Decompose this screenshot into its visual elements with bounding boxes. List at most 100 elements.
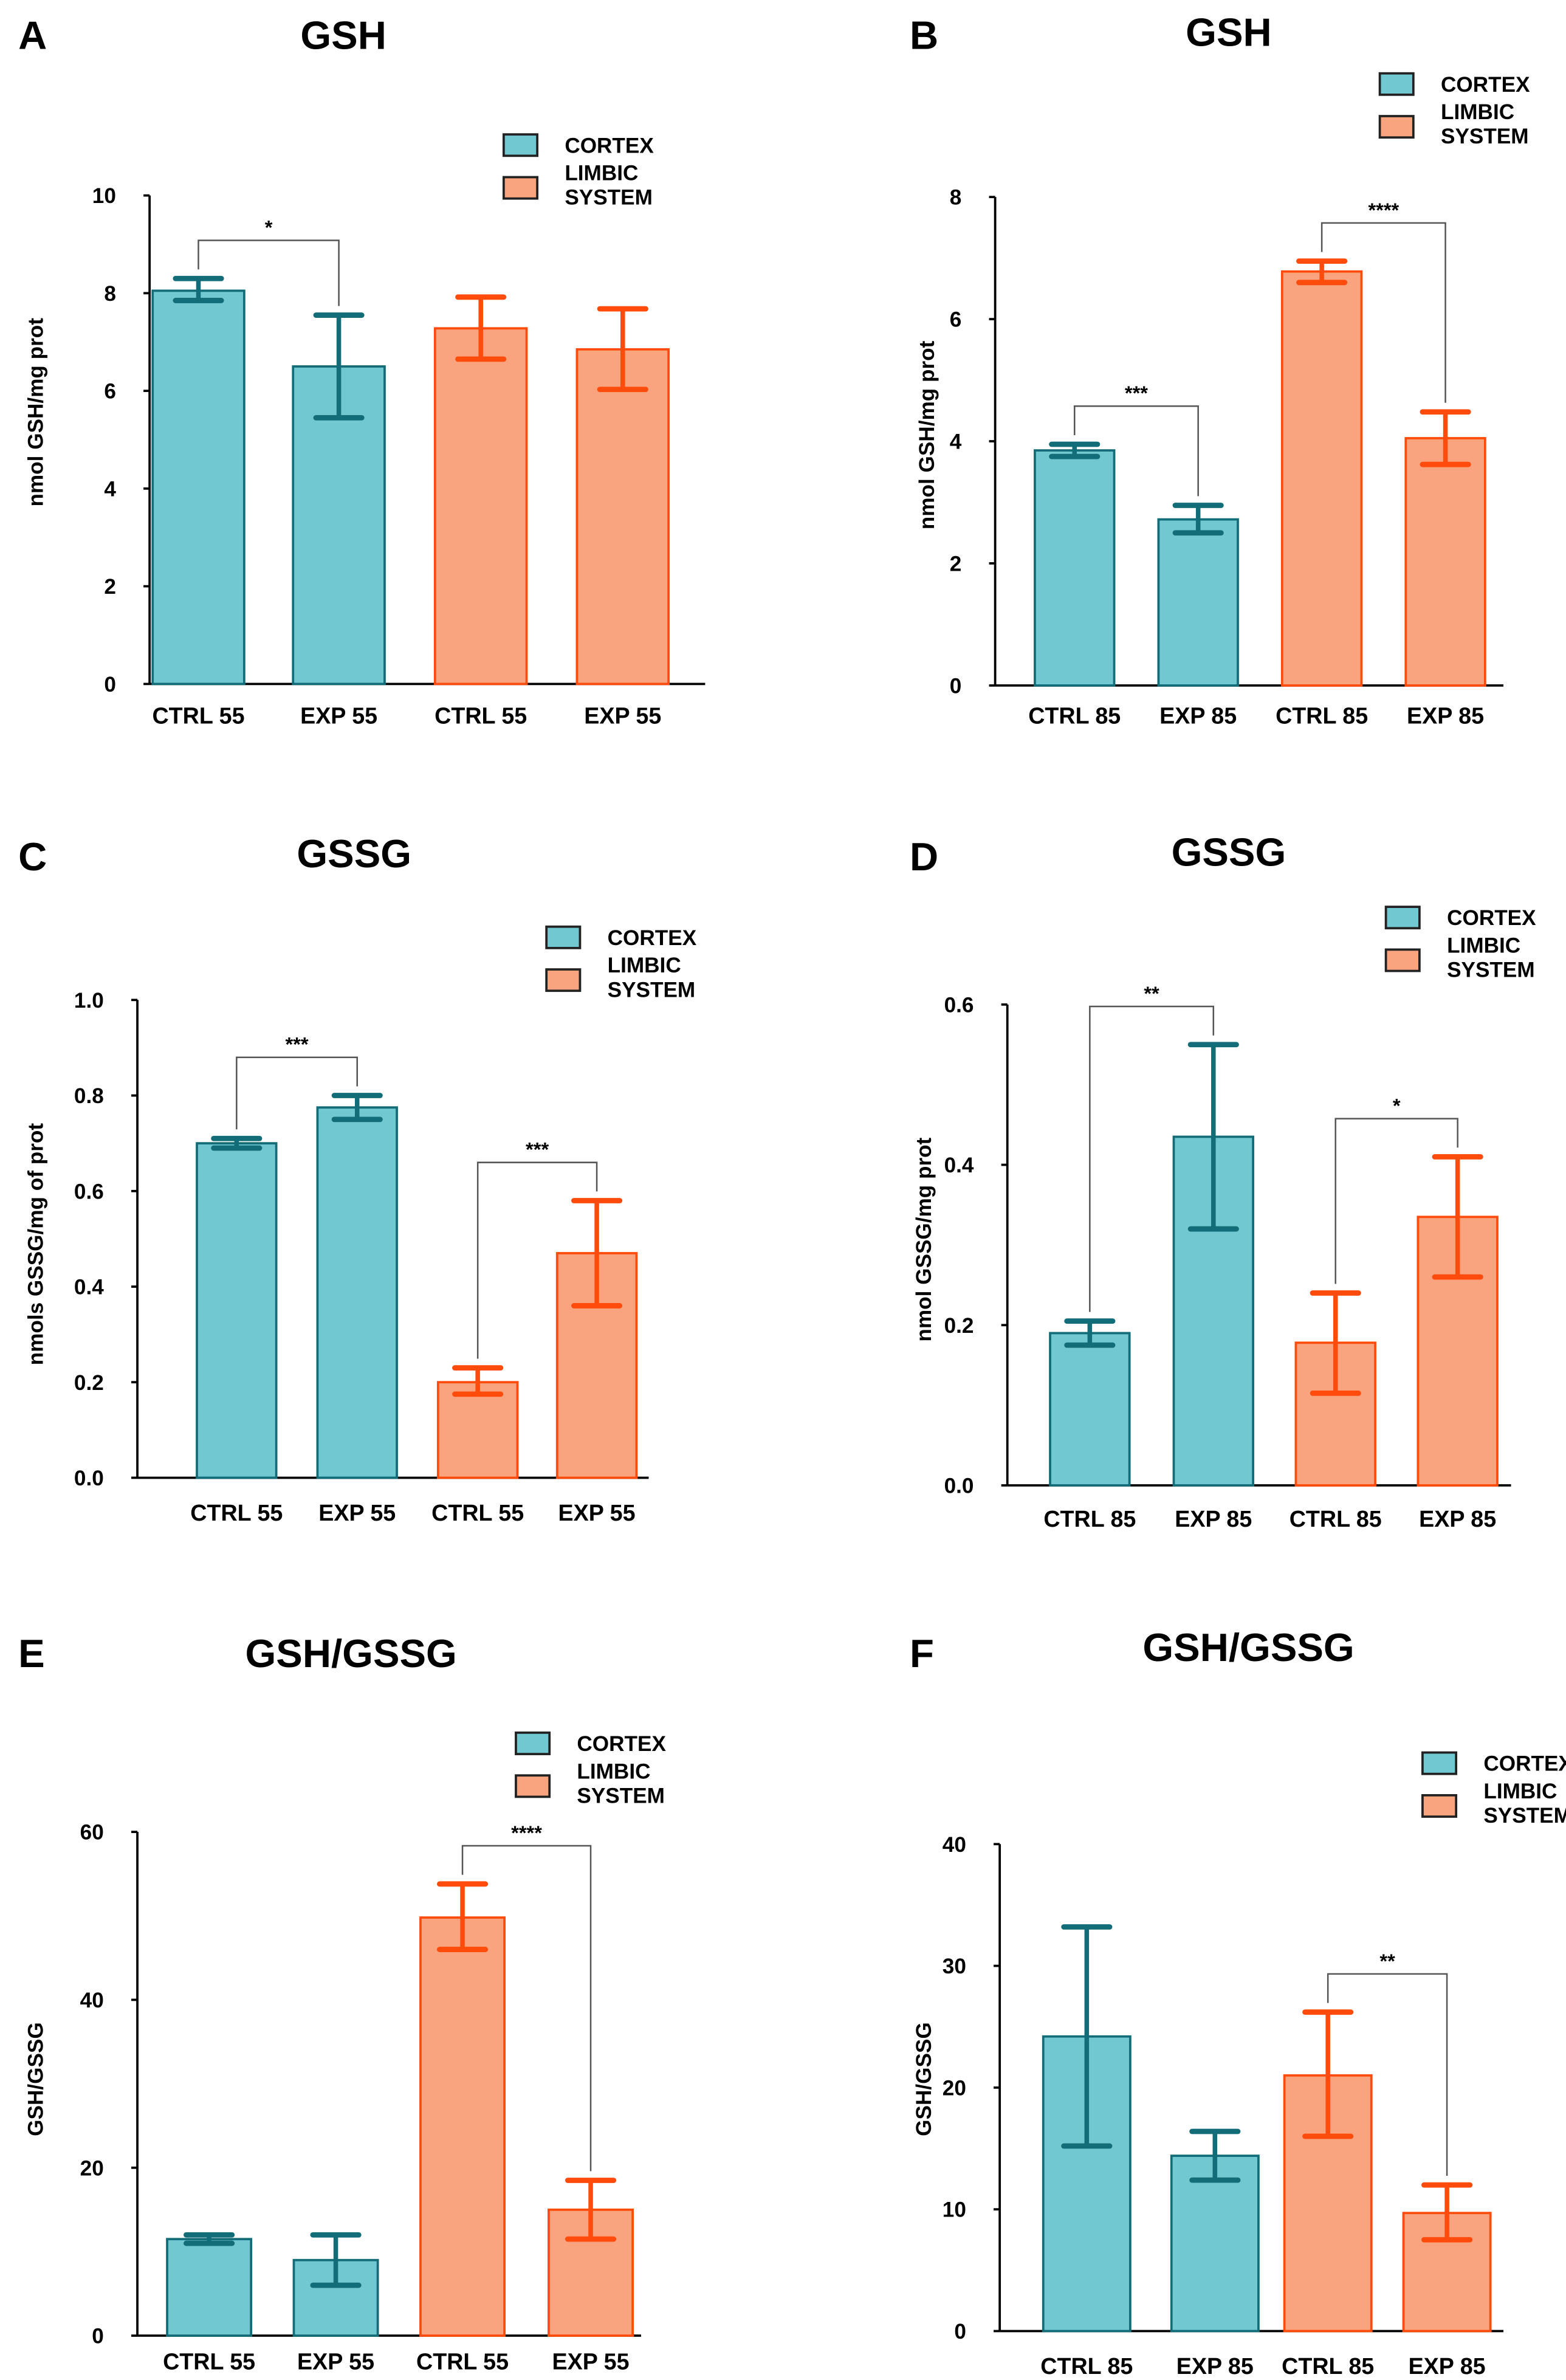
chart-title: GSH bbox=[300, 13, 386, 58]
significance-bracket bbox=[1334, 1118, 1458, 1284]
y-tick-label: 0.4 bbox=[74, 1276, 104, 1299]
y-tick-label: 20 bbox=[80, 2156, 104, 2180]
y-tick-label: 10 bbox=[943, 2198, 966, 2222]
x-tick-label: EXP 55 bbox=[584, 703, 661, 729]
y-tick-label: 10 bbox=[92, 184, 116, 208]
bar bbox=[196, 1142, 278, 1479]
legend-swatch-limbic bbox=[515, 1774, 551, 1798]
x-tick-label: EXP 55 bbox=[558, 1500, 636, 1525]
significance-label: * bbox=[265, 216, 273, 238]
x-tick-label: CTRL 55 bbox=[434, 703, 527, 729]
legend-label-limbic: LIMBIC SYSTEM bbox=[565, 162, 653, 210]
panel-label: F bbox=[910, 1631, 934, 1676]
y-tick-label: 0.8 bbox=[74, 1084, 104, 1108]
y-tick-label: 60 bbox=[80, 1821, 104, 1845]
legend-swatch-limbic bbox=[502, 176, 539, 200]
x-tick-label: EXP 55 bbox=[552, 2348, 630, 2374]
x-tick-label: EXP 85 bbox=[1159, 703, 1237, 729]
panel-b: B GSH nmol GSH/mg prot 0 2 4 6 8 CTRL 85 EXP 85 CT… bbox=[910, 10, 1530, 728]
chart-title: GSSG bbox=[297, 831, 411, 876]
y-tick-label: 0 bbox=[954, 2320, 966, 2344]
significance-label: **** bbox=[511, 1821, 542, 1844]
legend-swatch-cortex bbox=[545, 925, 582, 949]
y-tick-label: 0.0 bbox=[74, 1467, 104, 1490]
legend-label-limbic: LIMBIC SYSTEM bbox=[608, 954, 696, 1002]
legend-swatch-limbic bbox=[545, 968, 582, 992]
y-tick-label: 0 bbox=[104, 673, 116, 696]
chart-title: GSH/GSSG bbox=[1142, 1625, 1354, 1670]
y-tick-label: 0.6 bbox=[944, 993, 974, 1017]
y-axis-label: nmol GSSG/mg prot bbox=[912, 1137, 936, 1341]
legend-label-cortex: CORTEX bbox=[577, 1732, 666, 1756]
y-tick-label: 4 bbox=[104, 477, 116, 501]
y-tick-label: 40 bbox=[943, 1833, 966, 1857]
legend-label-limbic: LIMBIC SYSTEM bbox=[1483, 1780, 1566, 1828]
legend-swatch-cortex bbox=[502, 133, 539, 157]
x-tick-label: CTRL 55 bbox=[416, 2348, 509, 2374]
x-tick-label: EXP 55 bbox=[300, 703, 377, 729]
legend-swatch-cortex bbox=[515, 1732, 551, 1755]
significance-bracket bbox=[236, 1056, 358, 1130]
y-tick-label: 2 bbox=[950, 552, 962, 576]
y-axis-label: GSH/GSSG bbox=[912, 2022, 936, 2136]
legend-swatch-limbic bbox=[1421, 1794, 1458, 1818]
x-tick-label: CTRL 85 bbox=[1040, 2353, 1133, 2379]
y-tick-label: 0.0 bbox=[944, 1474, 974, 1498]
x-tick-label: EXP 55 bbox=[297, 2348, 374, 2374]
panel-d: D GSSG nmol GSSG/mg prot 0.0 0.2 0.4 0.6 CTRL 8… bbox=[910, 830, 1536, 1532]
legend-swatch-cortex bbox=[1421, 1751, 1458, 1775]
panel-label: A bbox=[18, 13, 47, 58]
bar bbox=[1049, 1332, 1131, 1487]
panel-a: A GSH nmol GSH/mg prot 0 2 4 6 8 10 CTRL 55 EXP 55… bbox=[18, 13, 706, 729]
chart-title: GSH bbox=[1186, 10, 1271, 54]
significance-label: *** bbox=[285, 1033, 308, 1056]
y-tick-label: 0.2 bbox=[74, 1371, 104, 1395]
bar bbox=[419, 1916, 506, 2337]
y-tick-label: 40 bbox=[80, 1989, 104, 2012]
x-tick-label: EXP 85 bbox=[1175, 1506, 1252, 1532]
y-tick-label: 1.0 bbox=[74, 989, 104, 1013]
legend-label-limbic: LIMBIC SYSTEM bbox=[577, 1759, 665, 1807]
significance-bracket bbox=[476, 1161, 598, 1359]
x-tick-label: EXP 85 bbox=[1176, 2353, 1254, 2379]
panel-label: B bbox=[910, 13, 938, 58]
bar bbox=[1280, 270, 1363, 687]
chart-title: GSSG bbox=[1172, 830, 1286, 874]
significance-label: *** bbox=[1125, 382, 1148, 404]
panel-label: E bbox=[18, 1631, 45, 1676]
legend-label-cortex: CORTEX bbox=[1441, 73, 1530, 97]
legend-swatch-cortex bbox=[1378, 72, 1415, 96]
y-axis-label: nmols GSSG/mg of prot bbox=[24, 1123, 47, 1366]
legend-label-cortex: CORTEX bbox=[1447, 906, 1536, 930]
y-tick-label: 0 bbox=[950, 674, 962, 698]
bar bbox=[151, 289, 246, 686]
significance-label: ** bbox=[1144, 982, 1159, 1005]
x-tick-label: CTRL 55 bbox=[152, 703, 244, 729]
x-tick-label: EXP 85 bbox=[1419, 1506, 1496, 1532]
significance-label: **** bbox=[1368, 199, 1399, 221]
x-tick-label: CTRL 85 bbox=[1282, 2353, 1374, 2379]
y-tick-label: 4 bbox=[950, 430, 962, 454]
panel-e: E GSH/GSSG GSH/GSSG 0 20 40 60 CTRL 55 EXP 55 CTR… bbox=[18, 1631, 666, 2374]
significance-bracket bbox=[1089, 1005, 1215, 1312]
y-tick-label: 0.2 bbox=[944, 1314, 974, 1338]
bar bbox=[1404, 437, 1486, 687]
significance-bracket bbox=[1320, 222, 1446, 403]
legend-swatch-cortex bbox=[1384, 906, 1421, 930]
legend-label-limbic: LIMBIC SYSTEM bbox=[1447, 934, 1535, 982]
legend-swatch-limbic bbox=[1384, 948, 1421, 972]
significance-bracket bbox=[1327, 1973, 1448, 2176]
y-tick-label: 0 bbox=[92, 2325, 104, 2348]
panel-c: C GSSG nmols GSSG/mg of prot 0.0 0.2 0.4 0.6 0.… bbox=[18, 831, 697, 1525]
significance-label: ** bbox=[1379, 1950, 1395, 1972]
bar bbox=[575, 348, 670, 686]
x-tick-label: EXP 85 bbox=[1409, 2353, 1486, 2379]
y-axis-label: nmol GSH/mg prot bbox=[24, 318, 47, 507]
x-tick-label: CTRL 85 bbox=[1043, 1506, 1136, 1532]
y-tick-label: 6 bbox=[104, 380, 116, 404]
x-tick-label: CTRL 85 bbox=[1028, 703, 1121, 729]
bar bbox=[1157, 518, 1239, 687]
bar bbox=[166, 2238, 253, 2337]
significance-label: * bbox=[1393, 1095, 1401, 1117]
